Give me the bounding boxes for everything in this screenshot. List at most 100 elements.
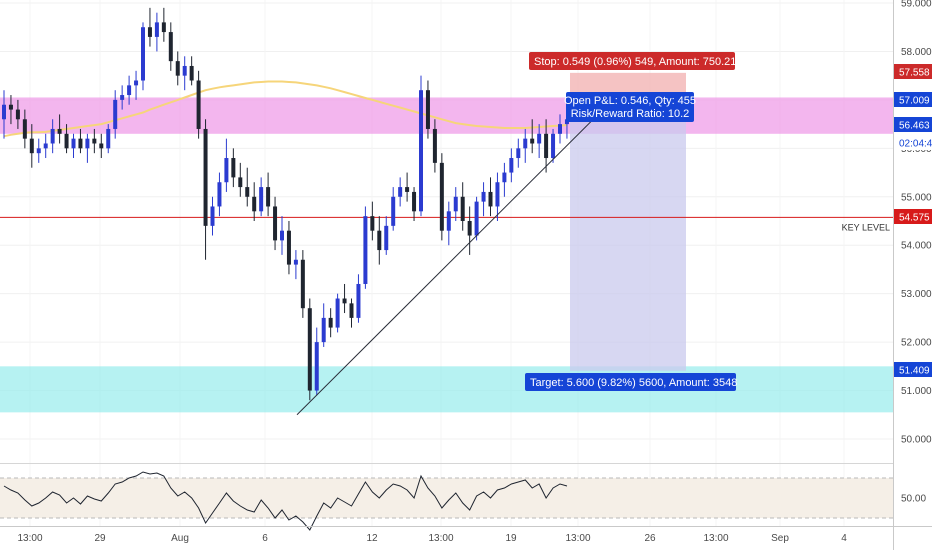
candle-body xyxy=(425,90,430,129)
candle-body xyxy=(481,191,486,202)
time-tick-label: 29 xyxy=(94,533,106,544)
candle-body xyxy=(321,317,326,343)
candle-body xyxy=(516,148,521,159)
stop-label: Stop: 0.549 (0.96%) 549, Amount: 750.21 xyxy=(529,52,736,70)
price-axis-tag xyxy=(894,209,932,224)
candle-body xyxy=(127,85,132,96)
price-axis-tag-text: 54.575 xyxy=(899,213,930,224)
candle-body xyxy=(189,65,194,81)
candle-body xyxy=(120,95,125,100)
candle-body xyxy=(147,27,152,37)
time-axis[interactable]: 13:00 29 Aug 6 12 13:00 19 13:00 26 13:00 Sep 4 xyxy=(17,533,847,544)
time-tick-label: 13:00 xyxy=(428,533,453,544)
price-tick-label: 58.000 xyxy=(901,47,932,58)
candle-body xyxy=(71,138,76,149)
candle-body xyxy=(300,259,305,309)
time-tick-label: Sep xyxy=(771,533,789,544)
resistance-zone[interactable] xyxy=(0,97,893,134)
candle-body xyxy=(280,230,284,241)
time-tick-label: 19 xyxy=(505,533,517,544)
candle-body xyxy=(293,259,298,265)
take-profit-zone[interactable] xyxy=(570,99,686,371)
candle-body xyxy=(43,143,48,149)
time-tick-label: 6 xyxy=(262,533,268,544)
trendline[interactable] xyxy=(296,109,604,416)
candle-body xyxy=(273,206,278,241)
candle-body xyxy=(384,225,389,251)
candle-body xyxy=(419,90,423,212)
price-tick-label: 50.000 xyxy=(901,435,932,446)
candle-body xyxy=(154,22,159,37)
candle-body xyxy=(224,158,229,183)
price-tick-label: 51.000 xyxy=(901,386,932,397)
candle-body xyxy=(182,65,187,76)
candle-body xyxy=(446,211,451,231)
price-axis-tag xyxy=(894,64,932,79)
candle-body xyxy=(266,187,271,207)
pnl-label-line1: Open P&L: 0.546, Qty: 455 xyxy=(564,95,696,107)
candle-body xyxy=(252,196,257,212)
time-tick-label: 13:00 xyxy=(703,533,728,544)
candle-body xyxy=(488,191,493,207)
candle-body xyxy=(356,283,361,318)
price-axis-tag xyxy=(894,117,932,132)
candle-body xyxy=(259,187,264,212)
time-tick-label: 13:00 xyxy=(17,533,42,544)
candle-body xyxy=(196,80,201,129)
price-axis-tag xyxy=(894,135,932,150)
candle-body xyxy=(370,216,375,231)
candle-body xyxy=(307,308,312,391)
candle-body xyxy=(175,61,180,76)
candle-body xyxy=(134,80,139,86)
price-axis-tag-text: 57.009 xyxy=(899,96,930,107)
candle-body xyxy=(78,138,83,149)
rsi-axis: 50.00 xyxy=(901,494,926,505)
price-tick-label: 52.000 xyxy=(901,338,932,349)
candle-body xyxy=(544,133,549,159)
candle-body xyxy=(432,128,437,163)
candle-body xyxy=(551,133,556,159)
rsi-band xyxy=(0,478,893,518)
candles xyxy=(2,7,569,401)
candle-body xyxy=(29,138,34,154)
time-tick-label: 12 xyxy=(366,533,378,544)
candle-body xyxy=(286,230,291,265)
candle-body xyxy=(377,230,382,251)
price-tick-label: 53.000 xyxy=(901,289,932,300)
price-axis-labels: 57.558 57.009 56.463 02:04:48 54.575 51.409 xyxy=(894,64,932,377)
candle-body xyxy=(113,99,118,129)
rsi-divider xyxy=(0,463,893,464)
candle-body xyxy=(210,206,215,226)
candle-body xyxy=(161,22,166,33)
price-axis-tag xyxy=(894,92,932,107)
candle-body xyxy=(85,138,90,149)
key-level-label: KEY LEVEL xyxy=(842,222,890,232)
time-tick-label: 13:00 xyxy=(565,533,590,544)
price-axis-tag xyxy=(894,362,932,377)
rsi-tick-label: 50.00 xyxy=(901,494,926,505)
candle-body xyxy=(405,187,410,192)
candle-body xyxy=(238,177,243,188)
support-zone[interactable] xyxy=(0,366,893,413)
candle-body xyxy=(335,298,340,328)
candle-body xyxy=(92,138,97,144)
candle-body xyxy=(530,138,535,144)
time-tick-label: Aug xyxy=(171,533,189,544)
candle-body xyxy=(99,143,104,149)
candle-body xyxy=(57,128,62,134)
candle-body xyxy=(439,162,444,231)
candle-body xyxy=(141,27,145,81)
candle-body xyxy=(342,298,347,304)
candle-body xyxy=(363,216,368,284)
candle-body xyxy=(106,128,111,149)
price-axis-tag-text: 02:04:48 xyxy=(899,139,932,150)
stop-label-text: Stop: 0.549 (0.96%) 549, Amount: 750.21 xyxy=(534,56,736,68)
candle-body xyxy=(460,196,465,221)
candle-body xyxy=(22,119,27,139)
candle-body xyxy=(391,196,396,226)
candle-body xyxy=(537,133,542,144)
pnl-label-line2: Risk/Reward Ratio: 10.2 xyxy=(571,108,690,120)
candle-body xyxy=(314,342,319,391)
price-axis-tag-text: 56.463 xyxy=(899,121,930,132)
